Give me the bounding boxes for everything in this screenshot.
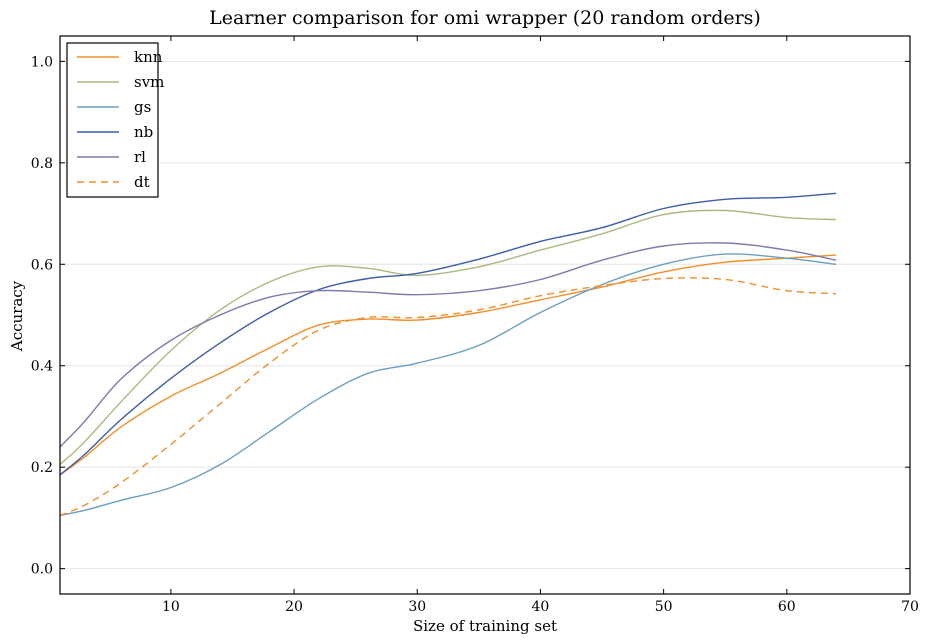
- legend-label-gs: gs: [134, 98, 151, 116]
- y-tick-label: 0.2: [31, 460, 53, 476]
- series-line-gs: [59, 253, 837, 517]
- x-tick-label: 20: [285, 599, 303, 615]
- y-tick-label: 0.4: [31, 359, 53, 375]
- legend-label-dt: dt: [134, 173, 150, 191]
- y-tick-label: 1.0: [31, 54, 53, 70]
- series-line-dt: [59, 277, 837, 517]
- series-line-rl: [59, 242, 837, 448]
- legend-box: [66, 42, 159, 198]
- plot-frame: [59, 35, 911, 595]
- y-tick-label: 0.6: [31, 257, 53, 273]
- series-line-nb: [59, 192, 837, 476]
- x-axis-label: Size of training set: [413, 617, 557, 635]
- y-tick-label: 0.8: [31, 156, 53, 172]
- y-tick-label: 0.0: [31, 562, 53, 578]
- x-tick-label: 40: [532, 599, 550, 615]
- legend-label-nb: nb: [134, 123, 153, 141]
- x-tick-label: 70: [901, 599, 919, 615]
- series-lines: [59, 192, 837, 517]
- legend-label-rl: rl: [134, 148, 146, 166]
- legend: knn svm gs nb rl dt: [66, 42, 164, 198]
- x-tick-label: 10: [162, 599, 180, 615]
- x-tick-label: 60: [778, 599, 796, 615]
- legend-label-svm: svm: [134, 73, 164, 91]
- chart-title: Learner comparison for omi wrapper (20 r…: [209, 7, 761, 29]
- axis-ticks: 0.0 0.2 0.4 0.6 0.8 1.0 10 20 30 40 50 60 70: [31, 36, 919, 615]
- y-axis-label: Accuracy: [8, 280, 26, 352]
- x-tick-label: 30: [408, 599, 426, 615]
- grid-lines: [60, 60, 910, 570]
- x-tick-label: 50: [655, 599, 673, 615]
- series-line-svm: [59, 209, 837, 466]
- legend-label-knn: knn: [134, 48, 163, 66]
- series-line-knn: [59, 254, 837, 476]
